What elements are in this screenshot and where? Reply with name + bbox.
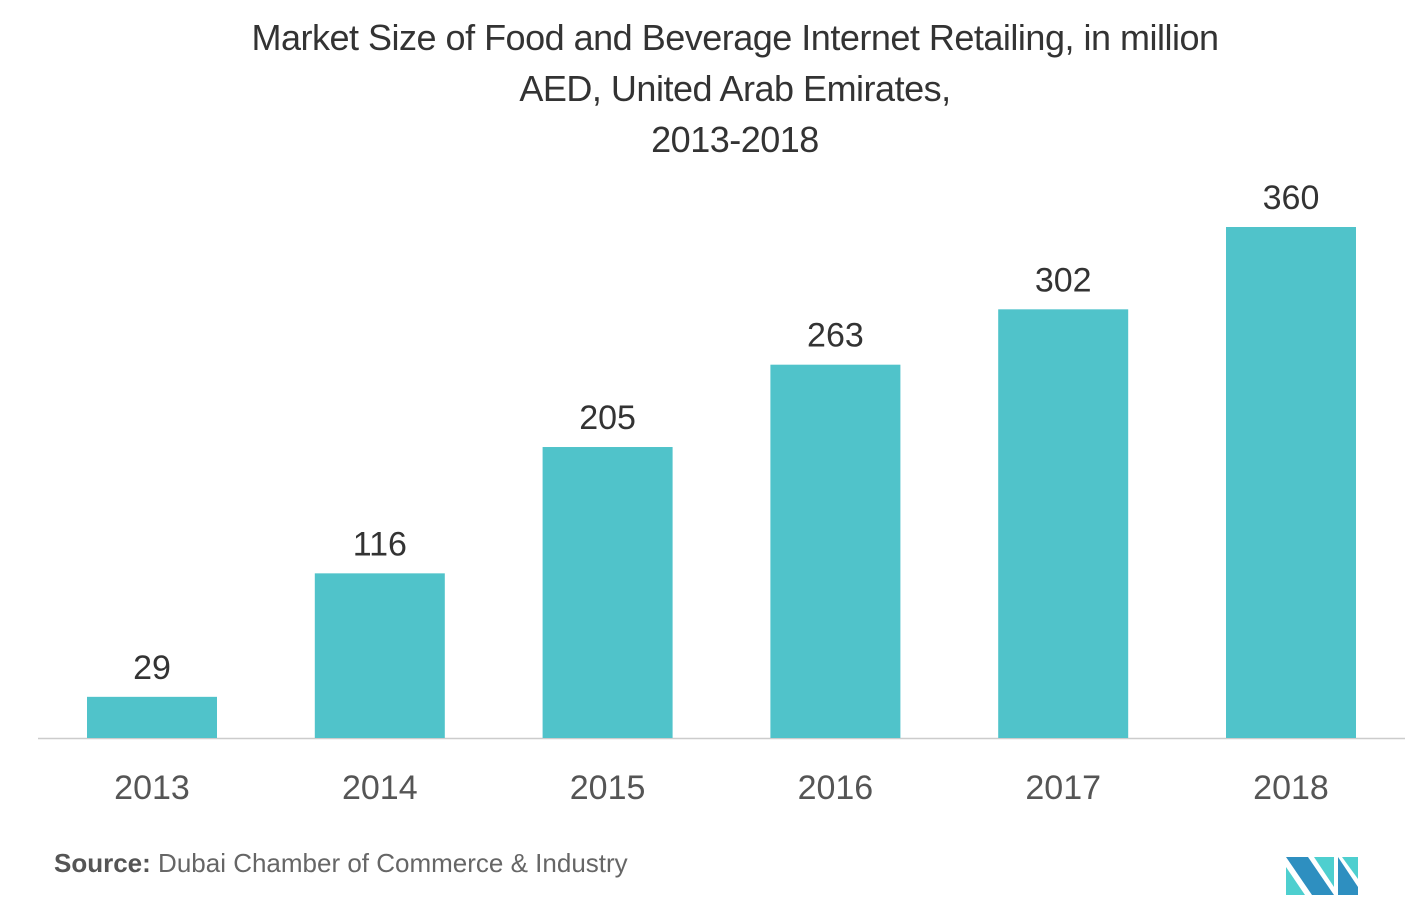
chart-title: Market Size of Food and Beverage Interne…	[0, 12, 1419, 165]
bar-2013	[87, 696, 217, 738]
logo	[1286, 857, 1358, 895]
source-label: Source:	[54, 848, 151, 878]
bar-2016	[770, 364, 901, 738]
bar-2014	[314, 573, 445, 738]
x-tick-label-2017: 2017	[1025, 769, 1101, 807]
x-tick-label-2013: 2013	[114, 769, 190, 807]
x-tick-label-2018: 2018	[1253, 769, 1329, 807]
title-line-1: Market Size of Food and Beverage Interne…	[251, 17, 1219, 58]
data-label-2018: 360	[1263, 179, 1320, 217]
data-label-2015: 205	[579, 399, 636, 437]
x-tick-label-2014: 2014	[342, 769, 418, 807]
title-line-2: AED, United Arab Emirates,	[519, 68, 951, 109]
title-line-3: 2013-2018	[651, 119, 819, 160]
data-label-2014: 116	[353, 525, 407, 563]
bar-2017	[998, 309, 1129, 738]
source-note: Source: Dubai Chamber of Commerce & Indu…	[54, 848, 628, 879]
data-label-2013: 29	[133, 649, 171, 687]
data-label-2016: 263	[807, 317, 864, 355]
x-tick-label-2016: 2016	[798, 769, 874, 807]
x-tick-label-2015: 2015	[570, 769, 646, 807]
source-text: Dubai Chamber of Commerce & Industry	[150, 848, 628, 878]
bar-2018	[1226, 227, 1356, 738]
bar-2015	[542, 447, 673, 738]
data-label-2017: 302	[1035, 261, 1092, 299]
